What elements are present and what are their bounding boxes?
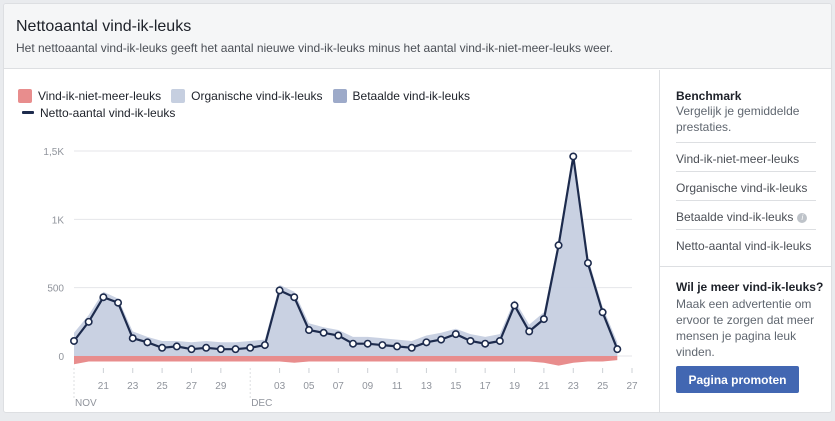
net-likes-point: [216, 345, 225, 354]
promote-text: Maak een advertentie om ervoor te zorgen…: [676, 297, 815, 359]
net-likes-point: [437, 335, 446, 344]
x-tick-label: 05: [303, 381, 315, 392]
net-likes-point: [407, 343, 416, 352]
x-tick-label: 15: [450, 381, 462, 392]
net-likes-point: [466, 336, 475, 345]
promote-panel: Wil je meer vind-ik-leuks? Maak een adve…: [660, 266, 831, 412]
net-likes-point: [481, 339, 490, 348]
net-likes-point: [422, 338, 431, 347]
x-tick-label: 21: [538, 381, 550, 392]
x-tick-label: 19: [509, 381, 521, 392]
net-likes-point: [70, 336, 79, 345]
net-likes-point: [569, 152, 578, 161]
net-likes-point: [260, 341, 269, 350]
info-icon[interactable]: i: [797, 213, 808, 223]
x-tick-label: 25: [597, 381, 609, 392]
benchmark-link-label: Betaalde vind-ik-leuks: [676, 210, 794, 224]
net-likes-point: [525, 327, 534, 336]
net-likes-point: [304, 326, 313, 335]
net-likes-point: [583, 259, 592, 268]
net-likes-point: [246, 343, 255, 352]
legend-swatch-paid: [332, 88, 347, 103]
x-tick-label: 27: [626, 381, 638, 392]
x-tick-label: 23: [568, 381, 580, 392]
y-tick-label: 0: [58, 352, 64, 363]
promote-title: Wil je meer vind-ik-leuks?: [676, 280, 824, 294]
legend-label-paid: Betaalde vind-ik-leuks: [352, 88, 470, 103]
net-likes-card: Nettoaantal vind-ik-leuks Het nettoaanta…: [3, 3, 832, 413]
legend-swatch-unlikes: [18, 88, 32, 103]
net-likes-point: [202, 343, 211, 352]
benchmark-sidebar: Benchmark Vergelijk je gemiddelde presta…: [659, 70, 831, 412]
net-likes-point: [378, 341, 387, 350]
benchmark-link-label: Organische vind-ik-leuks: [676, 181, 808, 195]
benchmark-link-paid[interactable]: Betaalde vind-ik-leuks i: [676, 200, 816, 229]
net-likes-chart: 0 500 1K 1,5K 21 23 25 27 29 03 05 07 09 11 13 15 17 19 21…: [43, 147, 638, 409]
unlikes-area: [74, 356, 618, 366]
y-tick-label: 500: [47, 284, 64, 295]
net-likes-point: [363, 339, 372, 348]
net-likes-point: [231, 345, 240, 354]
net-likes-point: [172, 342, 181, 351]
x-tick-label: 25: [157, 381, 169, 392]
net-likes-point: [451, 330, 460, 339]
y-tick-label: 1,5K: [43, 147, 64, 158]
month-label: DEC: [251, 398, 272, 409]
legend-label-organic: Organische vind-ik-leuks: [191, 88, 323, 103]
card-subtitle: Het nettoaantal vind-ik-leuks geeft het …: [16, 41, 613, 55]
benchmark-description: Vergelijk je gemiddelde prestaties.: [676, 104, 800, 134]
net-likes-point: [187, 345, 196, 354]
legend-swatch-organic: [171, 88, 186, 103]
benchmark-link-unlikes[interactable]: Vind-ik-niet-meer-leuks: [676, 142, 816, 171]
net-likes-point: [114, 298, 123, 307]
x-tick-label: 03: [274, 381, 286, 392]
card-header: Nettoaantal vind-ik-leuks Het nettoaanta…: [4, 4, 831, 69]
net-likes-point: [539, 315, 548, 324]
benchmark-link-label: Netto-aantal vind-ik-leuks: [676, 239, 812, 253]
net-likes-point: [158, 343, 167, 352]
net-likes-point: [613, 345, 622, 354]
net-likes-point: [128, 334, 137, 343]
net-likes-point: [275, 286, 284, 295]
x-tick-label: 29: [215, 381, 227, 392]
card-title: Nettoaantal vind-ik-leuks: [16, 18, 192, 35]
net-likes-point: [319, 328, 328, 337]
net-likes-point: [348, 339, 357, 348]
legend-item-organic[interactable]: Organische vind-ik-leuks: [171, 88, 323, 103]
month-label: NOV: [75, 398, 97, 409]
benchmark-link-label: Vind-ik-niet-meer-leuks: [676, 152, 800, 166]
benchmark-link-organic[interactable]: Organische vind-ik-leuks: [676, 171, 816, 200]
x-tick-label: 23: [127, 381, 139, 392]
net-likes-point: [290, 293, 299, 302]
net-likes-point: [99, 293, 108, 302]
x-tick-label: 11: [392, 381, 403, 392]
net-likes-point: [393, 342, 402, 351]
net-likes-point: [143, 338, 152, 347]
net-likes-point: [598, 308, 607, 317]
x-tick-label: 09: [362, 381, 374, 392]
legend-item-net[interactable]: Netto-aantal vind-ik-leuks: [22, 106, 175, 120]
legend-swatch-net: [22, 111, 34, 114]
y-tick-label: 1K: [52, 215, 65, 226]
net-likes-point: [554, 241, 563, 250]
net-likes-point: [84, 317, 93, 326]
x-tick-label: 13: [421, 381, 433, 392]
benchmark-title: Benchmark: [676, 89, 742, 103]
net-likes-point: [510, 301, 519, 310]
legend-item-unlikes[interactable]: Vind-ik-niet-meer-leuks: [18, 88, 162, 103]
legend-label-net: Netto-aantal vind-ik-leuks: [40, 105, 176, 120]
legend-label-unlikes: Vind-ik-niet-meer-leuks: [38, 88, 162, 103]
x-tick-label: 21: [98, 381, 110, 392]
benchmark-link-net[interactable]: Netto-aantal vind-ik-leuks: [676, 229, 816, 258]
legend-item-paid[interactable]: Betaalde vind-ik-leuks: [332, 88, 470, 103]
chart-area: Vind-ik-niet-meer-leuks Organische vind-…: [4, 70, 659, 412]
x-tick-label: 07: [333, 381, 345, 392]
x-tick-label: 27: [186, 381, 198, 392]
organic-likes-area: [74, 151, 618, 356]
chart-legend: Vind-ik-niet-meer-leuks Organische vind-…: [18, 87, 578, 121]
net-likes-point: [334, 331, 343, 340]
x-tick-label: 17: [480, 381, 492, 392]
net-likes-point: [495, 336, 504, 345]
promote-page-button[interactable]: Pagina promoten: [676, 366, 799, 393]
